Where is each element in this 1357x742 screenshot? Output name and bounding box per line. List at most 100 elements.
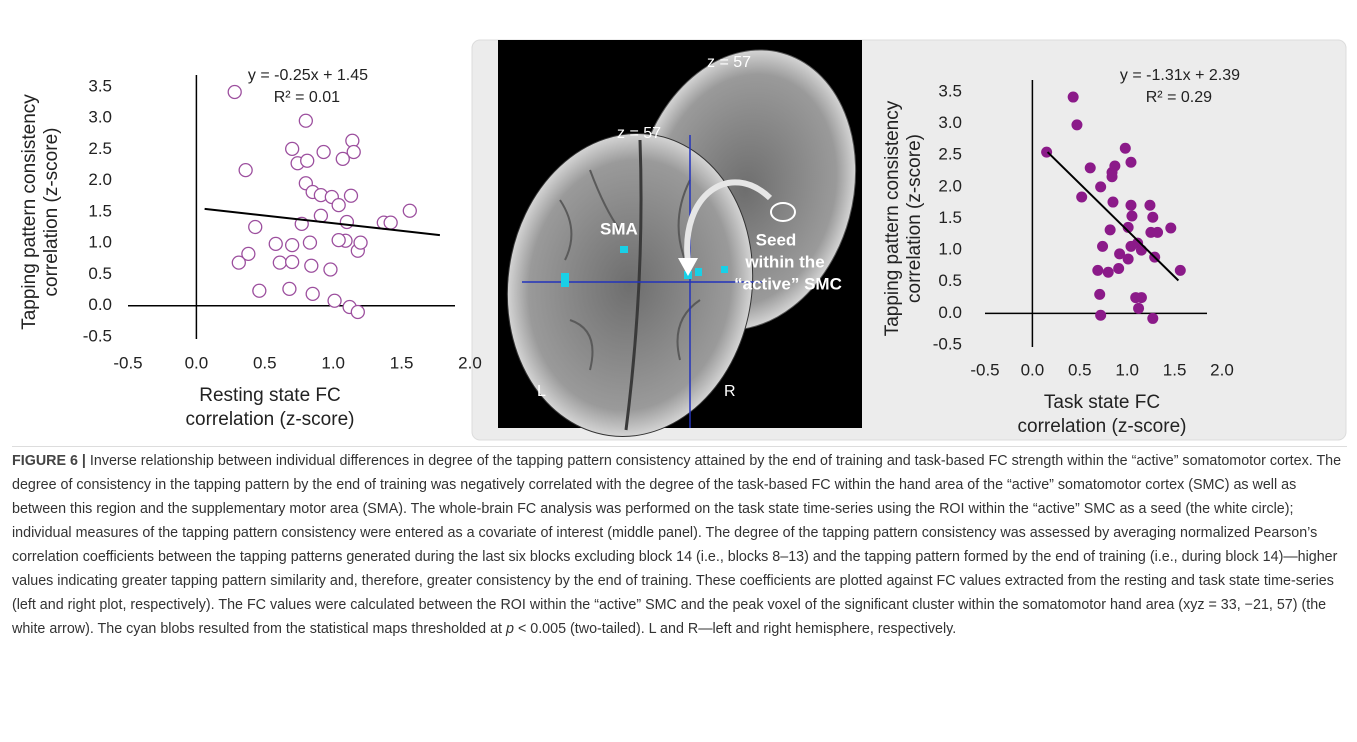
point — [305, 259, 318, 272]
x-tick-label: 2.0 — [1210, 360, 1234, 379]
seed-label: Seed — [756, 230, 797, 249]
y-tick-label: 2.5 — [88, 139, 112, 158]
figure-label: FIGURE 6 | — [12, 453, 86, 469]
region-label: SMA — [600, 219, 638, 238]
y-axis-label: Tapping pattern consistency — [882, 100, 903, 336]
point — [232, 256, 245, 269]
point — [1147, 313, 1158, 324]
y-tick-label: 2.5 — [938, 145, 962, 164]
point — [1144, 200, 1155, 211]
y-axis-label: correlation (z-score) — [904, 134, 925, 303]
point — [1123, 253, 1134, 264]
point — [286, 256, 299, 269]
point — [1068, 92, 1079, 103]
x-axis-label: correlation (z-score) — [1018, 416, 1187, 437]
point — [1109, 161, 1120, 172]
equation: y = -0.25x + 1.45 — [248, 67, 368, 84]
point — [1085, 162, 1096, 173]
x-tick-label: 1.0 — [321, 353, 345, 372]
seed-label: “active” SMC — [734, 274, 842, 293]
point — [1094, 289, 1105, 300]
point — [228, 86, 241, 99]
x-tick-label: 2.0 — [458, 353, 482, 372]
x-axis-label: Task state FC — [1044, 392, 1160, 413]
point — [1107, 197, 1118, 208]
y-tick-label: 1.5 — [88, 201, 112, 220]
point — [1136, 292, 1147, 303]
point — [1095, 181, 1106, 192]
point — [286, 239, 299, 252]
y-tick-label: 3.5 — [938, 81, 962, 100]
slice-label: z = 57 — [707, 54, 751, 71]
equation: R² = 0.01 — [274, 89, 340, 106]
y-tick-label: 1.5 — [938, 208, 962, 227]
figure: z = 57 z = 57 SMA Seed within the “activ… — [0, 0, 1357, 442]
caption-text: Inverse relationship between individual … — [12, 453, 1341, 637]
point — [1152, 227, 1163, 238]
x-tick-label: 1.5 — [390, 353, 414, 372]
point — [299, 114, 312, 127]
hemisphere-label: L — [537, 383, 546, 400]
point — [1136, 245, 1147, 256]
x-tick-label: 0.5 — [1068, 360, 1092, 379]
y-tick-label: 2.0 — [938, 176, 962, 195]
x-tick-label: 0.0 — [1021, 360, 1045, 379]
equation: R² = 0.29 — [1146, 89, 1212, 106]
point — [1097, 241, 1108, 252]
point — [324, 263, 337, 276]
point — [273, 256, 286, 269]
point — [1103, 267, 1114, 278]
hemisphere-label: R — [724, 383, 736, 400]
point — [328, 294, 341, 307]
y-tick-label: 0.5 — [88, 264, 112, 283]
point — [1092, 265, 1103, 276]
point — [332, 199, 345, 212]
y-tick-label: 0.0 — [938, 303, 962, 322]
y-tick-label: 0.5 — [938, 271, 962, 290]
equation: y = -1.31x + 2.39 — [1120, 67, 1240, 84]
y-tick-label: -0.5 — [933, 334, 962, 353]
point — [403, 204, 416, 217]
point — [314, 209, 327, 222]
point — [239, 164, 252, 177]
point — [286, 142, 299, 155]
y-axis-label: correlation (z-score) — [41, 128, 62, 297]
point — [306, 287, 319, 300]
caption: FIGURE 6 | Inverse relationship between … — [12, 446, 1347, 641]
seed-label: within the — [744, 252, 824, 271]
point — [1175, 265, 1186, 276]
x-tick-label: 1.5 — [1163, 360, 1187, 379]
y-tick-label: 3.0 — [938, 113, 962, 132]
point — [317, 146, 330, 159]
x-tick-label: 1.0 — [1115, 360, 1139, 379]
caption-text: p — [506, 621, 514, 637]
x-tick-label: -0.5 — [113, 353, 142, 372]
y-tick-label: 2.0 — [88, 170, 112, 189]
point — [344, 189, 357, 202]
point — [1133, 303, 1144, 314]
y-tick-label: -0.5 — [83, 326, 112, 345]
point — [1105, 224, 1116, 235]
y-tick-label: 1.0 — [88, 233, 112, 252]
point — [1120, 143, 1131, 154]
point — [1125, 157, 1136, 168]
y-tick-label: 0.0 — [88, 295, 112, 314]
point — [1165, 222, 1176, 233]
page: z = 57 z = 57 SMA Seed within the “activ… — [0, 0, 1357, 742]
x-axis-label: Resting state FC — [199, 385, 341, 406]
point — [269, 237, 282, 250]
point — [1071, 119, 1082, 130]
point — [1147, 212, 1158, 223]
point — [249, 221, 262, 234]
y-axis-label: Tapping pattern consistency — [19, 94, 40, 330]
x-tick-label: 0.0 — [185, 353, 209, 372]
slice-label: z = 57 — [617, 125, 661, 142]
point — [384, 216, 397, 229]
point — [354, 236, 367, 249]
point — [1126, 210, 1137, 221]
point — [301, 154, 314, 167]
y-tick-label: 3.5 — [88, 76, 112, 95]
point — [283, 282, 296, 295]
y-tick-label: 3.0 — [88, 108, 112, 127]
y-tick-label: 1.0 — [938, 240, 962, 259]
